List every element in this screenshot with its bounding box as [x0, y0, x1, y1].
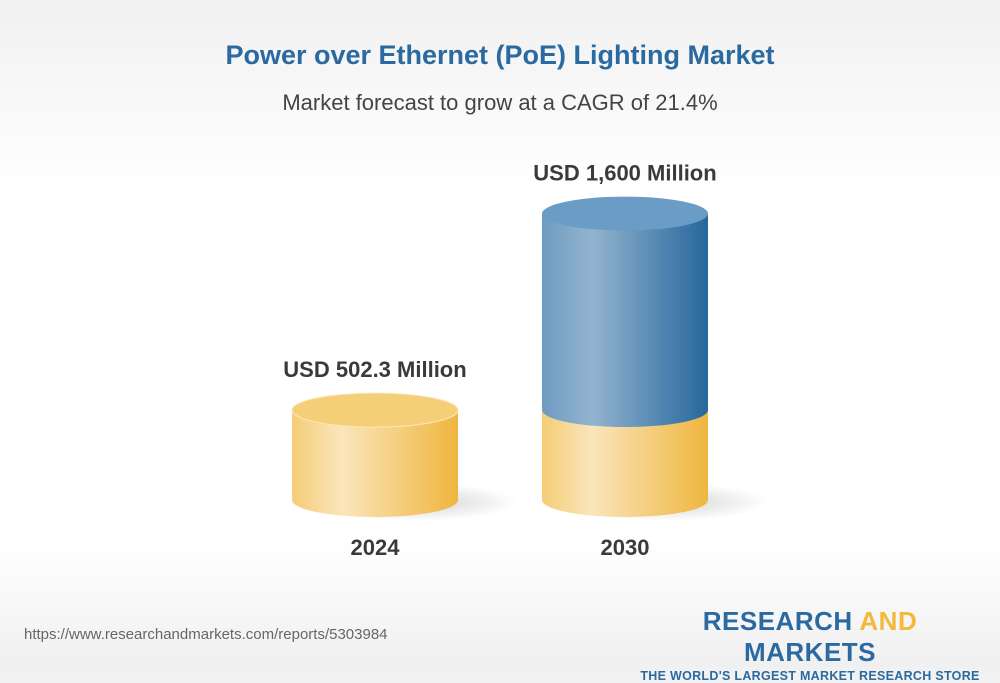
chart-subtitle: Market forecast to grow at a CAGR of 21.… [282, 90, 718, 115]
category-label: 2024 [351, 535, 401, 560]
category-label: 2030 [601, 535, 650, 560]
bar-growth-segment [542, 213, 708, 428]
bar-base-segment [292, 410, 458, 517]
data-label: USD 502.3 Million [283, 357, 466, 382]
logo-text-2: AND [859, 606, 918, 636]
logo-text-1: RESEARCH [702, 606, 860, 636]
cylinder-chart: USD 502.3 Million 2024 USD 1,600 Million 20… [283, 161, 768, 560]
logo-tagline: THE WORLD'S LARGEST MARKET RESEARCH STOR… [640, 669, 980, 683]
data-label: USD 1,600 Million [533, 161, 716, 186]
logo-text-3: MARKETS [743, 637, 877, 667]
source-url[interactable]: https://www.researchandmarkets.com/repor… [24, 626, 388, 643]
logo: RESEARCH AND MARKETS THE WORLD'S LARGEST… [640, 606, 980, 683]
chart-title: Power over Ethernet (PoE) Lighting Marke… [225, 40, 775, 70]
bar-top [291, 392, 459, 428]
bar-base-segment [542, 410, 708, 517]
bar-top [542, 196, 708, 231]
